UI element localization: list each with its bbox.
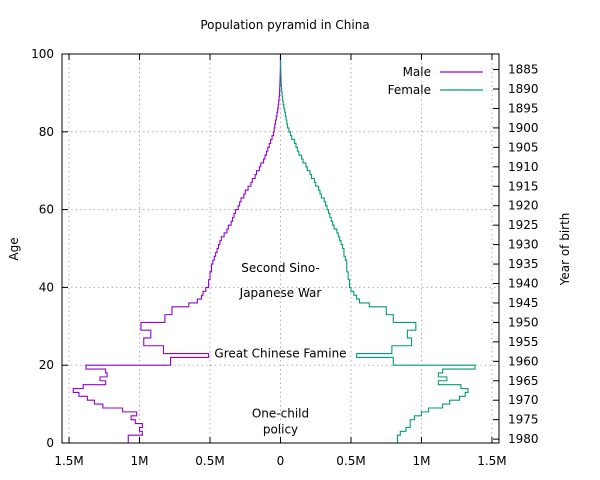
annotations: Second Sino- Japanese War Great Chinese Fa… [214, 261, 346, 436]
year-tick-label: 1905 [508, 140, 539, 154]
y-tick-label: 40 [39, 280, 54, 294]
x-tick-label: 0.5M [195, 454, 224, 468]
year-tick-label: 1950 [508, 315, 539, 329]
year-tick-label: 1930 [508, 238, 539, 252]
axis-ticks: 1.5M 1M 0.5M 0 0.5M 1M 1.5M0204060801001980197… [31, 47, 538, 468]
year-tick-label: 1980 [508, 432, 539, 446]
year-of-birth-axis-label: Year of birth [558, 213, 572, 287]
year-tick-label: 1960 [508, 354, 539, 368]
year-tick-label: 1910 [508, 160, 539, 174]
year-tick-label: 1925 [508, 218, 539, 232]
year-tick-label: 1955 [508, 335, 539, 349]
x-tick-label: 1.5M [54, 454, 83, 468]
year-tick-label: 1900 [508, 121, 539, 135]
x-tick-label: 1M [131, 454, 149, 468]
year-tick-label: 1885 [508, 63, 539, 77]
y-tick-label: 60 [39, 203, 54, 217]
x-tick-label: 1.5M [477, 454, 506, 468]
y-axis-label: Age [7, 237, 21, 260]
x-tick-label: 0.5M [336, 454, 365, 468]
year-tick-label: 1945 [508, 296, 539, 310]
year-tick-label: 1940 [508, 277, 539, 291]
annotation-label: Second Sino- [241, 261, 319, 275]
x-tick-label: 1M [412, 454, 430, 468]
series-lines [72, 53, 476, 443]
chart-title: Population pyramid in China [200, 18, 369, 32]
annotation-label: Japanese War [239, 286, 322, 300]
grid-lines [62, 53, 499, 444]
legend-label-female: Female [388, 83, 431, 97]
x-tick-label: 0 [277, 454, 285, 468]
series-line-male [72, 53, 281, 443]
y-tick-label: 0 [46, 436, 54, 450]
year-tick-label: 1935 [508, 257, 539, 271]
annotation-label: One-child [252, 407, 309, 421]
series-line-female [280, 53, 476, 443]
year-tick-label: 1965 [508, 374, 539, 388]
year-tick-label: 1975 [508, 413, 539, 427]
annotation-label: policy [263, 422, 298, 436]
year-tick-label: 1970 [508, 393, 539, 407]
year-tick-label: 1915 [508, 179, 539, 193]
legend-label-male: Male [403, 65, 431, 79]
year-tick-label: 1920 [508, 199, 539, 213]
y-tick-label: 100 [31, 47, 54, 61]
y-tick-label: 20 [39, 358, 54, 372]
year-tick-label: 1895 [508, 101, 539, 115]
y-tick-label: 80 [39, 125, 54, 139]
legend: Male Female [388, 65, 483, 97]
annotation-label: Great Chinese Famine [214, 346, 346, 360]
year-tick-label: 1890 [508, 82, 539, 96]
